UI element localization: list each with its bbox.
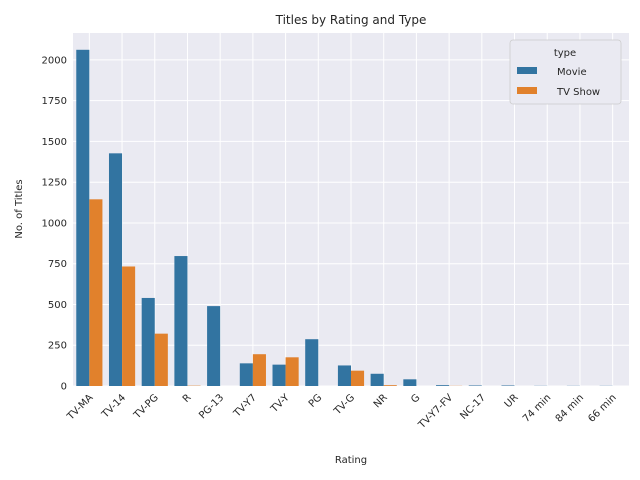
bar-movie-tv-y <box>272 364 286 386</box>
x-tick-label: TV-G <box>332 392 358 418</box>
x-tick-label: TV-Y7 <box>231 392 259 420</box>
x-tick-label: TV-MA <box>65 392 96 423</box>
y-tick-label: 1250 <box>42 178 67 189</box>
x-tick-label: TV-PG <box>131 392 161 422</box>
x-tick-label: NR <box>372 392 390 410</box>
legend-title: type <box>554 48 576 59</box>
x-tick-label: TV-14 <box>99 392 128 421</box>
bar-movie-tv-g <box>337 365 351 386</box>
bar-tv-show-tv-y7 <box>252 354 266 386</box>
x-tick-label: UR <box>503 392 521 410</box>
bar-tv-show-tv-pg <box>154 333 168 386</box>
y-tick-label: 250 <box>48 341 67 352</box>
y-tick-label: 2000 <box>42 55 67 66</box>
x-tick-label: G <box>409 392 422 405</box>
x-tick-label: 84 min <box>554 392 586 424</box>
x-tick-label: 66 min <box>586 392 618 424</box>
bar-movie-nr <box>370 373 384 386</box>
x-tick-label: TV-Y7-FV <box>416 392 455 431</box>
bar-tv-show-tv-ma <box>89 199 103 386</box>
x-tick-label: PG-13 <box>197 392 226 421</box>
bar-movie-tv-pg <box>141 297 155 386</box>
bars <box>76 49 613 386</box>
x-axis-label: Rating <box>335 455 367 466</box>
y-tick-label: 1000 <box>42 218 67 229</box>
y-tick-label: 750 <box>48 259 67 270</box>
bar-movie-tv-ma <box>76 49 90 386</box>
y-axis-label: No. of Titles <box>14 179 25 238</box>
bar-movie-g <box>403 379 417 386</box>
y-tick-label: 1500 <box>42 137 67 148</box>
bar-movie-tv-y7-fv <box>436 385 450 386</box>
bar-tv-show-nr <box>383 385 397 386</box>
y-tick-label: 0 <box>61 382 67 393</box>
bar-movie-r <box>174 256 188 386</box>
legend-box <box>509 39 622 105</box>
bar-movie-tv-y7 <box>239 363 253 386</box>
x-tick-label: 74 min <box>521 392 553 424</box>
bar-movie-tv-14 <box>108 153 123 386</box>
y-tick-label: 1750 <box>42 96 67 107</box>
bar-tv-show-tv-g <box>351 370 365 386</box>
x-tick-label: TV-Y <box>268 392 292 416</box>
x-tick-label: PG <box>307 392 325 410</box>
legend-swatch-movie <box>517 67 537 74</box>
bar-movie-pg <box>305 339 319 386</box>
bar-movie-pg-13 <box>207 306 221 386</box>
legend-label-movie: Movie <box>557 67 587 78</box>
bar-tv-show-tv-y <box>285 357 299 386</box>
legend-swatch-tv-show <box>517 87 537 94</box>
x-tick-label: R <box>181 392 194 405</box>
legend-label-tv-show: TV Show <box>556 87 600 98</box>
x-tick-label: NC-17 <box>458 392 488 422</box>
x-tick-labels: TV-MA TV-14 TV-PG R PG-13 TV-Y7 TV-Y PG TV-G NR GT… <box>65 392 619 432</box>
y-tick-labels: 0 250 500 750 1000 1250 1500 1750 2000 <box>42 55 67 392</box>
y-tick-label: 500 <box>48 300 67 311</box>
chart-title: Titles by Rating and Type <box>275 13 427 27</box>
bar-tv-show-tv-14 <box>122 266 136 386</box>
legend: type Movie TV Show <box>509 39 622 105</box>
